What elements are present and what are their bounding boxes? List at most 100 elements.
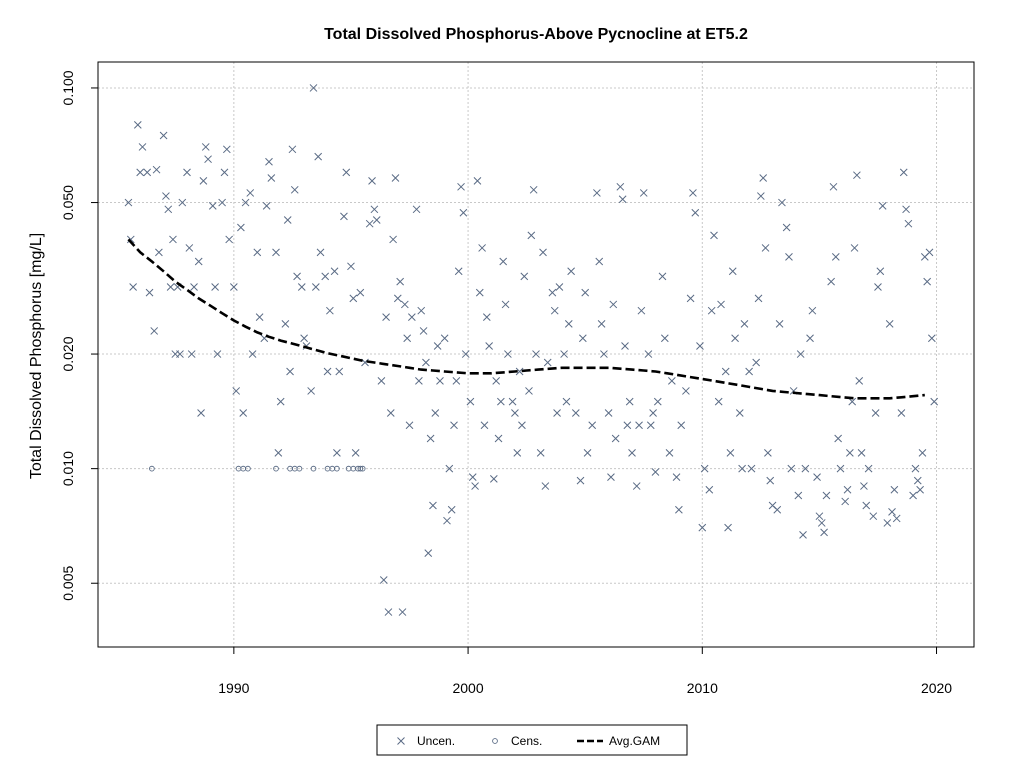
uncensored-point	[600, 350, 608, 358]
uncensored-point	[290, 185, 299, 194]
uncensored-point	[384, 608, 393, 616]
uncensored-point	[857, 449, 866, 457]
uncensored-point	[504, 350, 512, 358]
uncensored-point	[787, 464, 796, 473]
uncensored-point	[677, 421, 686, 430]
uncensored-point	[408, 313, 416, 322]
uncensored-point	[466, 397, 475, 406]
uncensored-point	[415, 377, 423, 385]
uncensored-point	[761, 244, 770, 252]
uncensored-point	[323, 367, 332, 376]
uncensored-point	[728, 267, 737, 276]
uncensored-point	[740, 320, 749, 328]
uncensored-point	[255, 313, 264, 322]
uncensored-point	[494, 434, 503, 443]
uncensored-point	[639, 189, 648, 197]
uncensored-point	[799, 530, 807, 539]
uncensored-point	[653, 397, 662, 406]
uncensored-point	[443, 516, 451, 525]
x-tick-label: 2000	[452, 680, 483, 696]
uncensored-point	[454, 267, 463, 276]
uncensored-point	[513, 449, 522, 457]
uncensored-point	[126, 235, 135, 244]
uncensored-point	[735, 409, 744, 417]
uncensored-point	[883, 519, 892, 527]
uncensored-point	[445, 464, 454, 473]
uncensored-point	[813, 473, 821, 481]
uncensored-point	[925, 248, 934, 257]
uncensored-point	[871, 409, 880, 417]
uncensored-point	[571, 409, 580, 417]
uncensored-point	[164, 205, 173, 214]
censored-point	[359, 465, 366, 472]
uncensored-point	[651, 468, 660, 476]
uncensored-point	[899, 168, 908, 177]
uncensored-point	[225, 235, 234, 244]
uncensored-point	[159, 131, 168, 140]
uncensored-point	[485, 342, 494, 350]
uncensored-point	[349, 294, 358, 303]
uncensored-point	[827, 277, 835, 286]
uncensored-point	[705, 485, 714, 494]
uncensored-point	[398, 608, 407, 616]
uncensored-point	[675, 505, 683, 514]
uncensored-point	[532, 350, 540, 358]
uncensored-point	[689, 189, 697, 197]
uncensored-point	[820, 528, 828, 537]
uncensored-point	[525, 387, 533, 395]
y-tick-label: 0.050	[60, 185, 76, 220]
uncensored-point	[855, 377, 864, 385]
uncensored-point	[330, 267, 339, 276]
uncensored-point	[518, 421, 526, 430]
uncensored-point	[672, 473, 681, 481]
uncensored-point	[888, 507, 896, 516]
uncensored-point	[400, 300, 409, 309]
uncensored-point	[314, 152, 323, 161]
uncensored-point	[644, 350, 653, 358]
uncensored-point	[342, 168, 351, 177]
uncensored-point	[876, 267, 885, 276]
uncensored-point	[520, 272, 529, 281]
uncensored-point	[248, 350, 257, 358]
uncensored-point	[475, 288, 484, 297]
uncensored-point	[150, 327, 159, 335]
uncensored-point	[426, 434, 435, 443]
uncensored-point	[293, 272, 301, 281]
uncensored-point	[166, 283, 175, 291]
uncensored-point	[155, 248, 163, 257]
uncensored-point	[452, 377, 461, 385]
uncensored-point	[927, 334, 936, 343]
uncensored-point	[433, 342, 442, 350]
uncensored-point	[576, 476, 585, 485]
uncensored-point	[204, 155, 212, 164]
legend-label: Cens.	[511, 734, 542, 748]
uncensored-point	[351, 449, 360, 457]
uncensored-point	[222, 145, 231, 154]
uncensored-point	[721, 367, 730, 376]
uncensored-point	[548, 288, 557, 297]
uncensored-point	[665, 449, 674, 457]
uncensored-point	[492, 377, 501, 385]
uncensored-point	[489, 475, 498, 483]
uncensored-point	[766, 476, 775, 485]
uncensored-point	[274, 449, 283, 457]
legend-uncen-symbol	[397, 737, 405, 745]
legend-box	[376, 724, 688, 756]
uncensored-point	[457, 182, 465, 191]
uncensored-point	[501, 300, 510, 309]
uncensored-point	[379, 576, 388, 584]
uncensored-point	[220, 168, 229, 177]
uncensored-point	[473, 177, 482, 185]
censored-point	[149, 465, 155, 472]
uncensored-point	[918, 449, 927, 457]
uncensored-point	[283, 216, 292, 224]
censored-point	[334, 465, 340, 472]
uncensored-point	[550, 306, 559, 315]
uncensored-point	[403, 334, 412, 343]
uncensored-point	[152, 165, 161, 174]
uncensored-point	[764, 449, 772, 457]
uncensored-point	[778, 198, 786, 207]
uncensored-point	[187, 350, 196, 358]
uncensored-point	[660, 334, 669, 343]
